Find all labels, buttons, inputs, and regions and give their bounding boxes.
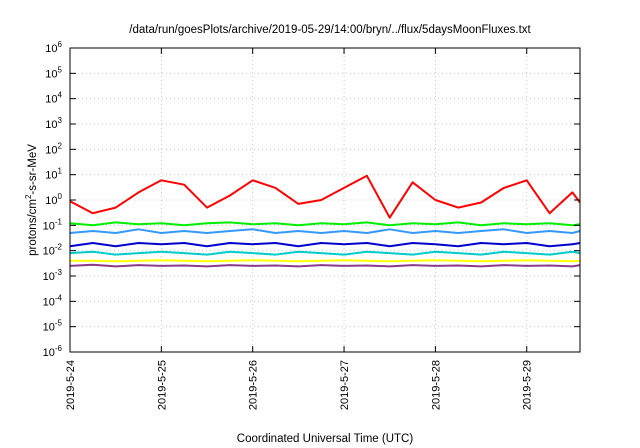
y-tick-label: 100 — [45, 192, 62, 207]
y-tick-label: 10-2 — [43, 243, 63, 258]
y-tick-label: 105 — [45, 65, 62, 80]
series-line-6 — [70, 259, 581, 263]
grid — [70, 48, 580, 352]
y-axis-label: protons/cm2-s-sr-MeV — [24, 144, 39, 256]
y-tick-label: 10-1 — [43, 217, 63, 232]
x-tick-label: 2019-5-26 — [248, 360, 260, 410]
series-line-7 — [69, 263, 581, 268]
x-axis-ticks: 2019-5-24 2019-5-25 2019-5-26 2019-5-27 2019… — [65, 48, 534, 410]
x-tick-label: 2019-5-24 — [65, 360, 77, 410]
y-tick-label: 101 — [45, 167, 62, 182]
series-group — [69, 174, 581, 268]
y-tick-label: 106 — [45, 40, 62, 55]
y-tick-label: 103 — [45, 116, 62, 131]
series-line-4 — [69, 242, 581, 248]
x-axis-label: Coordinated Universal Time (UTC) — [237, 433, 414, 445]
y-tick-label: 10-3 — [43, 268, 63, 283]
y-tick-label: 102 — [45, 141, 62, 156]
y-tick-label: 10-4 — [43, 293, 63, 308]
series-line-3 — [69, 228, 581, 234]
y-axis-ticks: 10-6 10-5 10-4 10-3 10-2 10-1 100 101 102 103 104 1… — [43, 40, 580, 359]
x-tick-label: 2019-5-25 — [156, 360, 168, 410]
y-tick-label: 104 — [45, 91, 62, 106]
x-tick-label: 2019-5-28 — [430, 360, 442, 410]
x-tick-label: 2019-5-29 — [522, 360, 534, 410]
series-line-1 — [69, 174, 581, 219]
chart-title: /data/run/goesPlots/archive/2019-05-29/1… — [129, 24, 531, 36]
series-line-5 — [69, 250, 581, 256]
series-line-2 — [69, 221, 581, 227]
y-tick-label: 10-6 — [43, 344, 63, 359]
x-tick-label: 2019-5-27 — [339, 360, 351, 410]
y-tick-label: 10-5 — [43, 319, 63, 334]
